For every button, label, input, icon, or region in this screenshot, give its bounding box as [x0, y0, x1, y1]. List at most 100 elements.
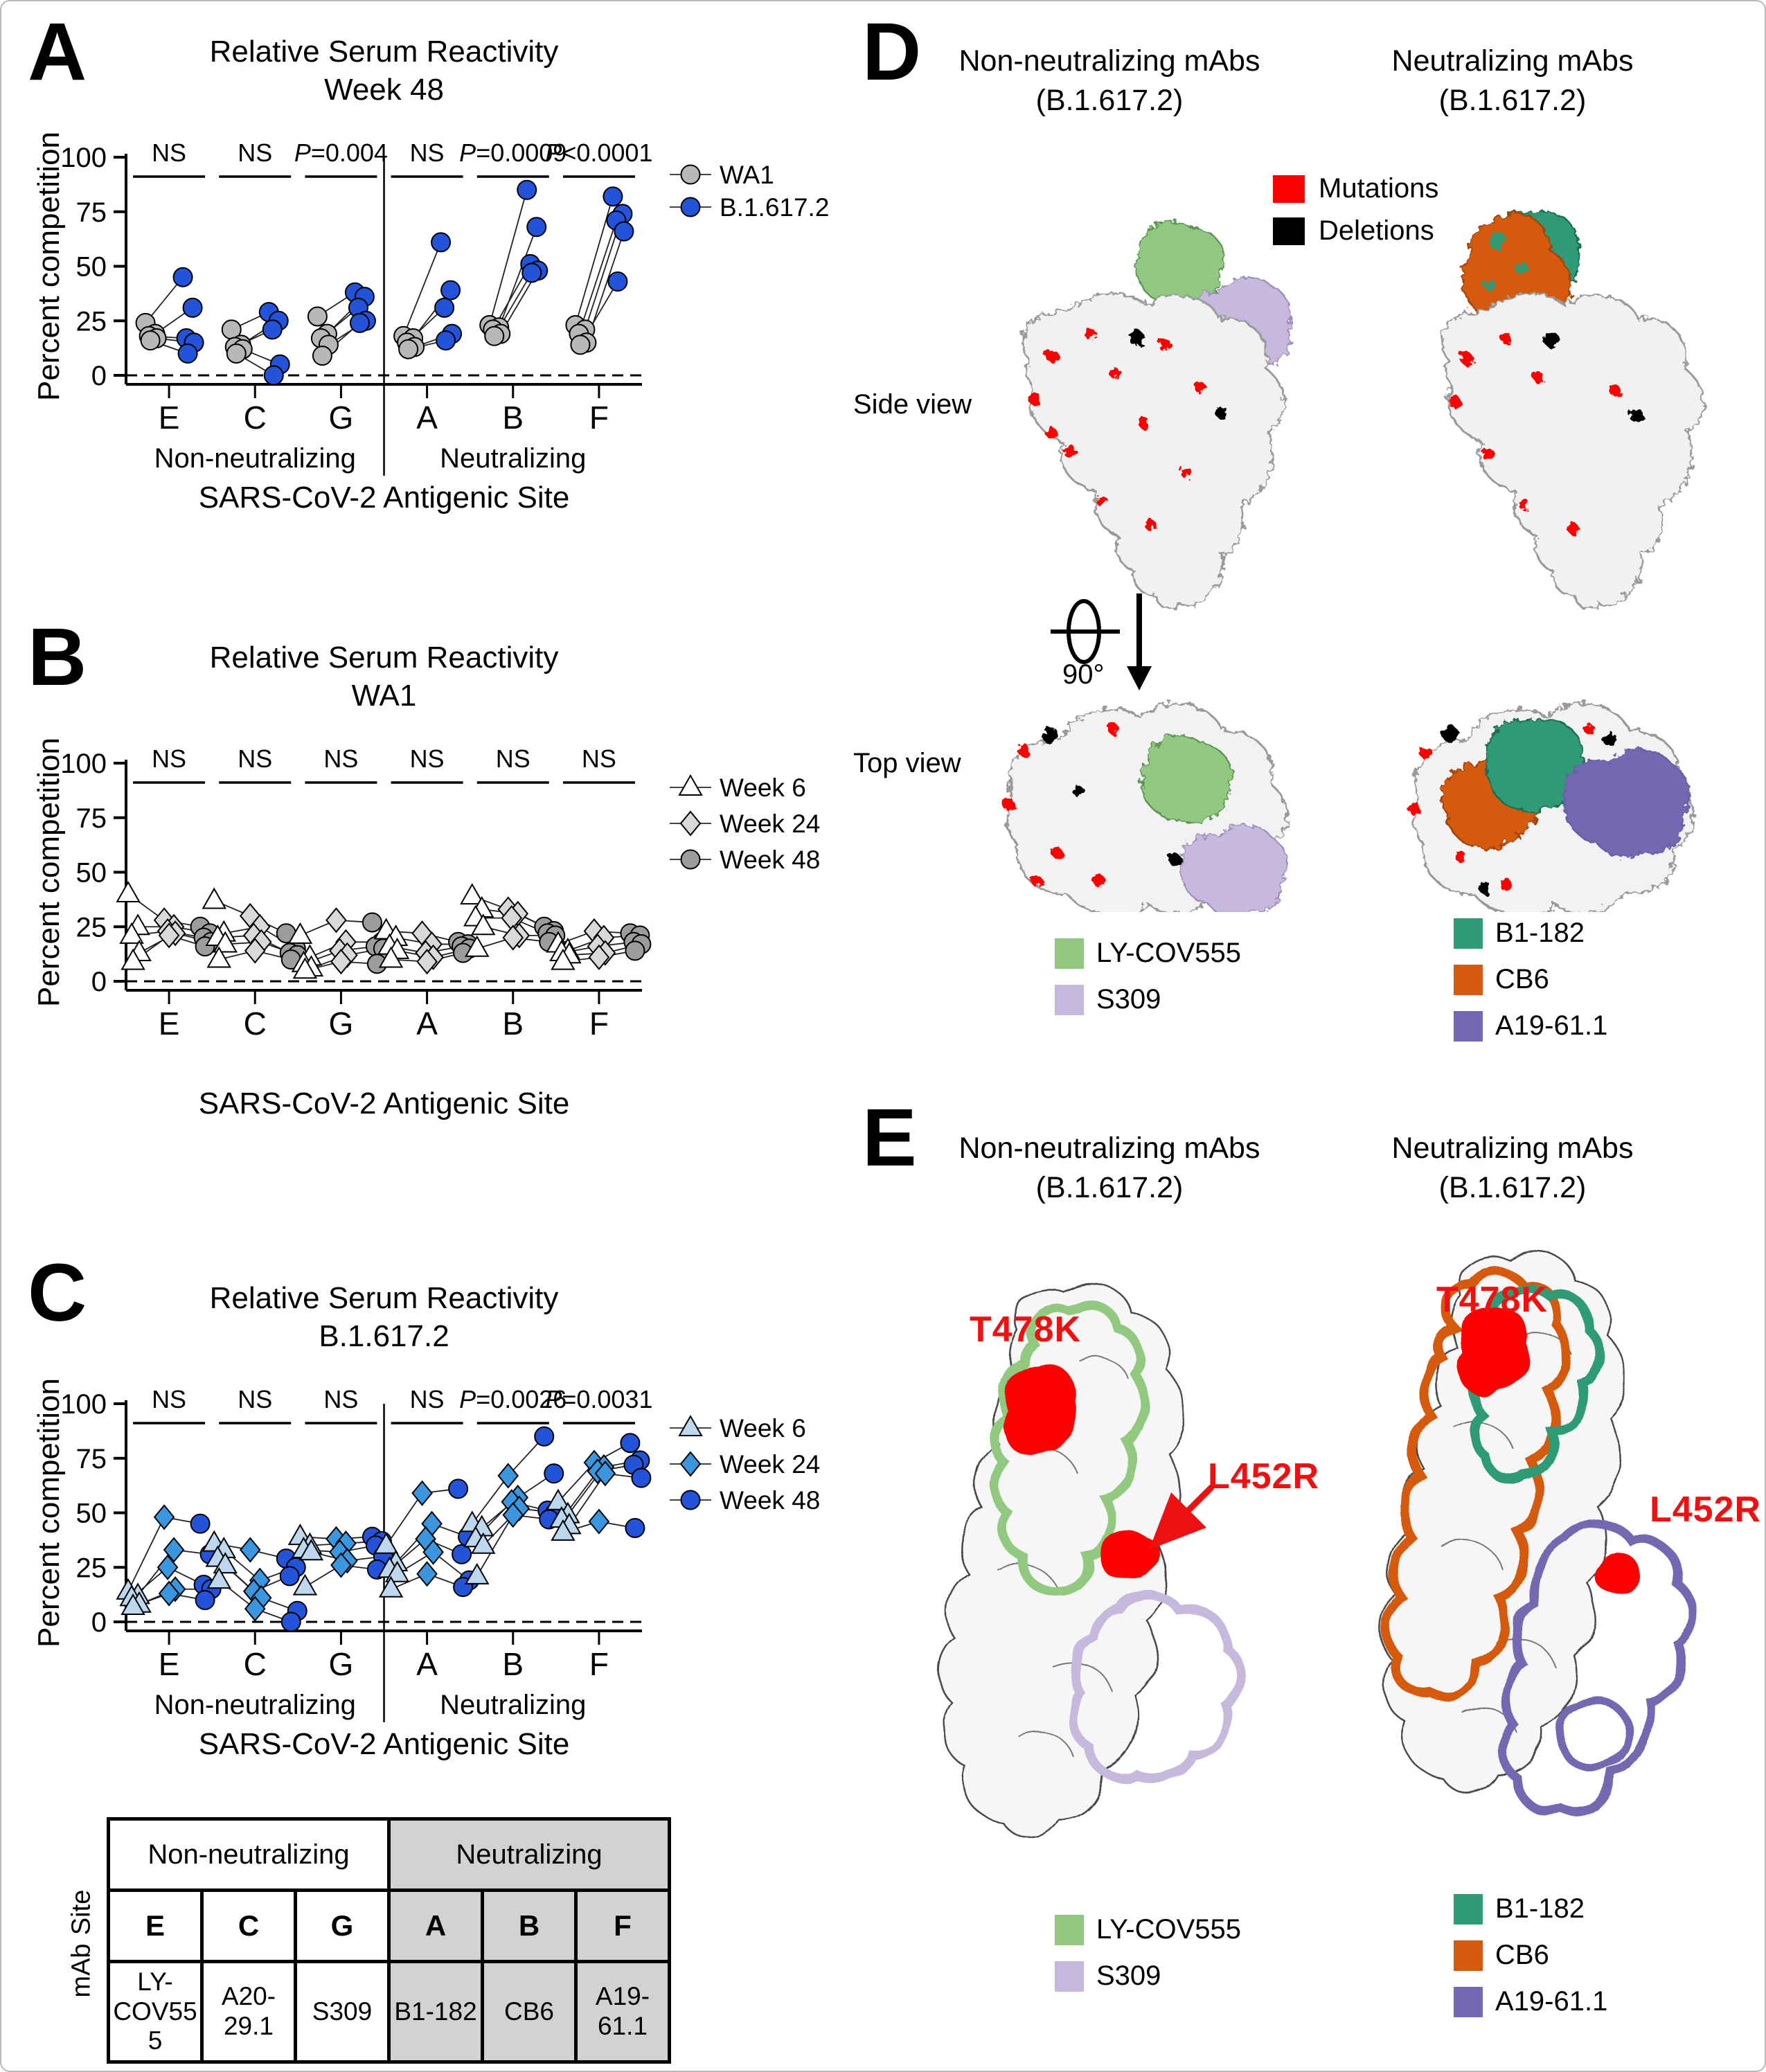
panel-d-legend-right: B1-182 CB6 A19-61.1	[1454, 918, 1607, 1042]
legend-color-swatch	[1055, 938, 1084, 969]
legend-color-swatch	[1055, 1914, 1084, 1945]
svg-text:Week 48: Week 48	[324, 73, 444, 107]
legend-label: S309	[1096, 984, 1161, 1015]
y-axis: 0 25 50 75 100	[60, 1389, 127, 1638]
cb6-footprint-outline	[1380, 1266, 1571, 1701]
significance-label: NS	[582, 744, 616, 773]
category-group: NS C	[202, 1385, 307, 1682]
svg-text:Relative Serum Reactivity: Relative Serum Reactivity	[210, 1281, 559, 1315]
significance-label: NS	[410, 744, 445, 773]
significance-label: NS	[152, 744, 186, 773]
deletion-patches	[1442, 726, 1616, 894]
category-label: C	[244, 1646, 267, 1682]
l452r-arrow	[1149, 1484, 1215, 1550]
category-label: E	[159, 400, 180, 436]
spike-top-nonneutralizing	[1003, 702, 1288, 912]
legend-label: B1-182	[1495, 918, 1585, 948]
antigenic-site-table: Non-neutralizing Neutralizing E C G A B …	[107, 1817, 671, 2064]
legend-item: Mutations	[1273, 173, 1438, 204]
legend-item: S309	[1055, 1961, 1241, 1992]
panel-a-label: A	[28, 6, 87, 98]
s309-footprint-outline	[1068, 1589, 1245, 1784]
category-group: NS E	[116, 1385, 222, 1682]
table-mab-a19611: A19-61.1	[574, 1960, 671, 2064]
category-group: NS F	[546, 744, 652, 1042]
y-axis-label: Percent competition	[32, 132, 66, 401]
legend-label: Mutations	[1319, 173, 1439, 204]
legend-label: LY-COV555	[1096, 1914, 1242, 1945]
table-group-neutralizing: Neutralizing	[387, 1817, 671, 1892]
mutation-patches	[1448, 332, 1622, 535]
a19611-footprint-outline-inner	[1555, 1697, 1633, 1771]
rbd-footprint-neutralizing	[1378, 1249, 1697, 1816]
category-label: F	[589, 400, 609, 436]
spike-side-neutralizing	[1441, 203, 1705, 609]
table-mab-s309: S309	[294, 1960, 391, 2064]
chart-legend-label: Week 6	[720, 1414, 806, 1443]
legend-color-swatch	[1454, 964, 1483, 995]
l452r-label-right: L452R	[1650, 1490, 1762, 1530]
group-label: Neutralizing	[440, 443, 586, 474]
svg-text:WA1: WA1	[352, 679, 417, 713]
svg-text:25: 25	[76, 912, 107, 943]
panel-d-title-right-line1: Neutralizing mAbs	[1391, 44, 1634, 78]
category-group: P=0.004 G	[294, 139, 388, 436]
y-axis-label: Percent competition	[32, 1378, 66, 1647]
panel-d-label: D	[862, 6, 922, 98]
svg-text:25: 25	[76, 1553, 107, 1583]
l452r-patch	[1098, 1530, 1161, 1580]
category-label: G	[329, 1006, 354, 1042]
svg-text:75: 75	[76, 197, 107, 228]
significance-label: NS	[323, 744, 358, 773]
legend-item: CB6	[1454, 1940, 1607, 1971]
category-label: E	[159, 1006, 180, 1042]
y-axis: 0 25 50 75 100	[60, 143, 127, 391]
panel-e-title-right-line1: Neutralizing mAbs	[1391, 1132, 1634, 1165]
category-label: G	[329, 1646, 354, 1682]
category-group: NS E	[116, 744, 222, 1042]
table-site-g: G	[294, 1888, 391, 1963]
category-group: NS C	[219, 139, 292, 436]
legend-item: CB6	[1454, 964, 1607, 995]
y-axis: 0 25 50 75 100	[60, 749, 127, 997]
table-site-row: E C G A B F	[107, 1888, 671, 1963]
panel-b-chart: Relative Serum Reactivity WA1 0 25 50 75 100 Pe…	[19, 625, 877, 1165]
table-site-c: C	[200, 1888, 297, 1963]
category-group: NS A	[391, 139, 463, 436]
chart-legend-label: Week 48	[720, 1486, 820, 1515]
rotation-90-icon	[1051, 593, 1152, 690]
t478k-patch	[1002, 1364, 1078, 1456]
category-group: P=0.0031 F	[545, 1385, 652, 1682]
category-group: P=0.0009 B	[459, 139, 567, 436]
significance-label: P=0.0009	[459, 139, 567, 167]
y-axis-label: Percent competition	[32, 738, 66, 1007]
panel-c-label: C	[28, 1247, 87, 1339]
legend-color-swatch	[1055, 1961, 1084, 1992]
significance-label: NS	[323, 1385, 358, 1413]
svg-text:100: 100	[60, 749, 107, 779]
rbd-footprint-nonneutralizing	[937, 1282, 1245, 1839]
b1182-footprint-outline	[1469, 1283, 1604, 1483]
chart-legend-label: Week 6	[720, 774, 806, 802]
legend-color-swatch	[1454, 1893, 1483, 1924]
chart-legend: Week 6 Week 24 Week 48	[670, 1414, 820, 1515]
category-label: A	[416, 400, 438, 436]
table-site-f: F	[574, 1888, 671, 1963]
spike-surface	[1022, 292, 1286, 609]
top-view-label: Top view	[853, 748, 961, 778]
a19611-footprint-outline-outer	[1497, 1519, 1697, 1816]
svg-text:0: 0	[91, 967, 107, 997]
table-group-nonneutralizing: Non-neutralizing	[107, 1817, 391, 1892]
x-axis-label: SARS-CoV-2 Antigenic Site	[199, 1087, 570, 1120]
svg-text:50: 50	[76, 1499, 107, 1529]
legend-item: LY-COV555	[1055, 938, 1241, 969]
svg-text:0: 0	[91, 1607, 107, 1638]
legend-label: B1-182	[1495, 1893, 1585, 1924]
panel-d-title-right-line2: (B.1.617.2)	[1438, 83, 1587, 117]
side-view-label: Side view	[853, 389, 972, 420]
legend-label: A19-61.1	[1495, 1986, 1608, 2017]
legend-item: S309	[1055, 984, 1241, 1015]
group-label: Non-neutralizing	[154, 1690, 356, 1720]
legend-label: Deletions	[1319, 215, 1434, 246]
